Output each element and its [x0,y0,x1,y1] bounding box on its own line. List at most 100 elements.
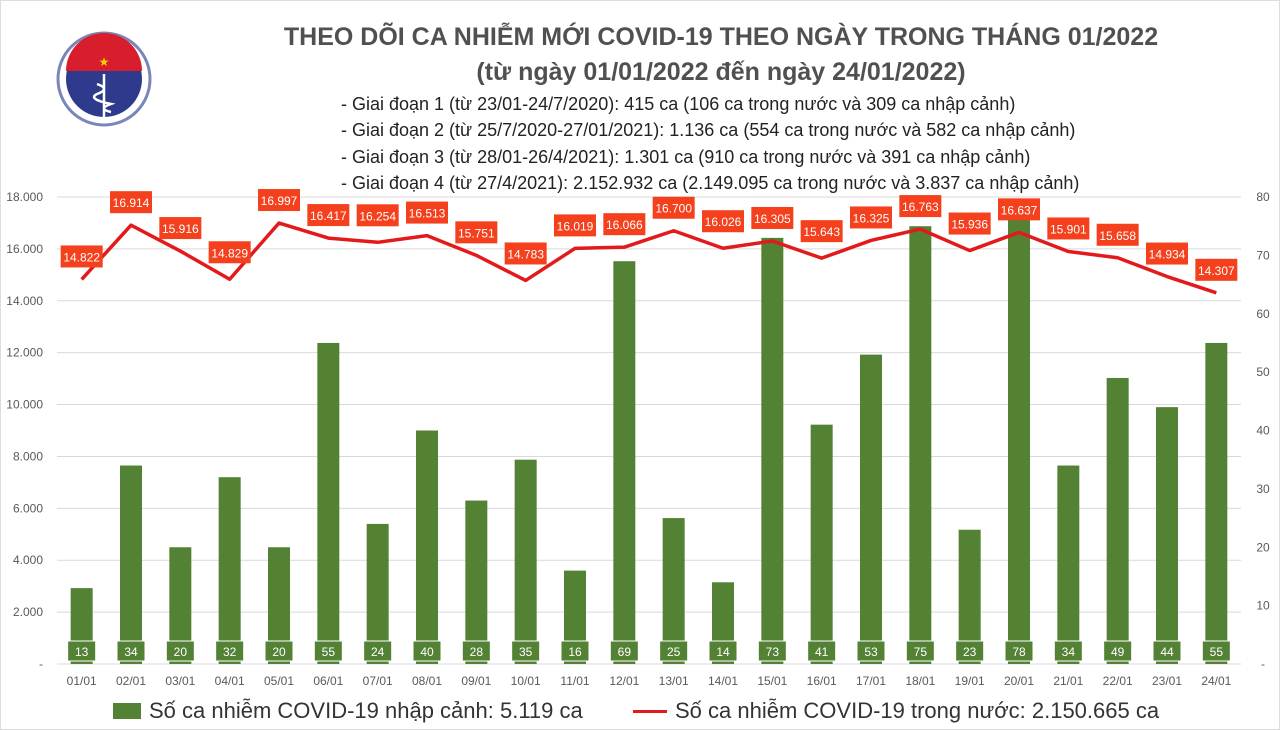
bar [268,547,290,664]
legend-item-domestic: Số ca nhiễm COVID-19 trong nước: 2.150.6… [633,698,1159,724]
bar [613,261,636,664]
line-label-box [1146,242,1188,265]
bar-label-box [609,640,639,662]
line-label-box [751,206,794,229]
bar-label-box [1103,640,1133,662]
line-label-box [356,204,399,227]
line-label-box [899,195,942,218]
x-axis-tick-label: 24/01 [1201,674,1231,688]
x-axis-tick-label: 02/01 [116,674,146,688]
line-data-label: 15.751 [458,226,495,240]
line-label-box [159,217,202,240]
legend-swatch-line [633,709,667,713]
line-label-box [1096,223,1139,246]
x-axis-tick-label: 23/01 [1152,674,1182,688]
bar-data-label: 16 [568,645,582,659]
line-label-box [307,204,350,227]
bar-data-label: 14 [716,645,730,659]
line-label-box [455,221,498,244]
bar-label-box [1053,640,1083,662]
bar-label-box [116,640,146,662]
x-axis-tick-label: 05/01 [264,674,294,688]
line-data-label: 15.936 [951,218,988,232]
right-axis-tick-label: 40 [1256,424,1270,438]
bar-label-box [1004,640,1034,662]
bar-label-box [215,640,245,662]
bar [810,424,833,664]
legend-swatch-bar [113,703,141,719]
svg-text:★: ★ [99,55,110,69]
bar [218,477,241,664]
bar [169,547,192,664]
line-label-box [1047,217,1090,240]
bar [1205,342,1228,664]
bar-data-label: 23 [963,645,977,659]
left-axis-tick-label: 4.000 [13,553,43,567]
line-label-box [110,191,152,214]
bar [465,500,488,664]
bar [1106,377,1129,664]
bar-data-label: 49 [1111,645,1125,659]
note-phase-1: - Giai đoạn 1 (từ 23/01-24/7/2020): 415 … [341,94,1016,114]
note-phase-4: - Giai đoạn 4 (từ 27/4/2021): 2.152.932 … [341,173,1080,193]
line-data-label: 16.914 [113,196,150,210]
left-axis-tick-label: 18.000 [6,190,43,204]
line-label-box [504,242,547,265]
x-axis-tick-label: 06/01 [313,674,343,688]
bar-data-label: 20 [272,645,286,659]
right-axis-tick-label: 20 [1256,540,1270,554]
bar-label-box [659,640,689,662]
x-axis-tick-label: 12/01 [609,674,639,688]
x-axis-tick-label: 22/01 [1103,674,1133,688]
bar [514,459,537,664]
bar-label-box [757,640,787,662]
x-axis-tick-label: 04/01 [215,674,245,688]
bar-label-box [560,640,590,662]
line-data-label: 16.997 [261,194,298,208]
bar [662,518,685,664]
line-label-box [1195,258,1238,281]
domestic-line [80,221,1217,295]
x-axis-tick-label: 10/01 [511,674,541,688]
bar-label-box [856,640,886,662]
left-axis-tick-label: 14.000 [6,294,43,308]
x-axis-tick-label: 09/01 [461,674,491,688]
bar-data-label: 69 [618,645,632,659]
line-label-box [702,210,744,233]
line-data-label: 16.066 [606,218,643,232]
line-data-label: 14.822 [63,250,100,264]
x-axis-tick-label: 01/01 [67,674,97,688]
bar-data-label: 41 [815,645,829,659]
bar-data-label: 35 [519,645,533,659]
bar-data-label: 34 [124,645,138,659]
bar-data-label: 75 [914,645,928,659]
line-label-box [603,213,646,236]
bar-data-label: 55 [1210,645,1224,659]
bar-data-label: 55 [322,645,336,659]
line-data-label: 14.829 [211,246,248,260]
line-data-label: 16.763 [902,200,939,214]
note-phase-3: - Giai đoạn 3 (từ 28/01-26/4/2021): 1.30… [341,147,1031,167]
x-axis-tick-label: 15/01 [757,674,787,688]
line-data-label: 16.513 [409,207,446,221]
bar-data-label: 34 [1062,645,1076,659]
x-axis-tick-label: 07/01 [363,674,393,688]
left-axis-tick-label: - [39,657,43,671]
bar-label-box [708,640,738,662]
line-label-box [948,212,991,235]
x-axis-tick-label: 03/01 [165,674,195,688]
bar-label-box [511,640,541,662]
bar [317,342,340,664]
line-data-label: 15.901 [1050,222,1087,236]
bar-label-box [264,640,294,662]
x-axis-tick-label: 20/01 [1004,674,1034,688]
x-axis-tick-label: 08/01 [412,674,442,688]
bar-data-label: 20 [174,645,188,659]
line-data-label: 16.026 [705,215,742,229]
right-axis-tick-label: 10 [1256,599,1270,613]
line-label-box [998,198,1040,221]
bar-data-label: 28 [470,645,484,659]
legend-label-domestic: Số ca nhiễm COVID-19 trong nước: 2.150.6… [675,698,1160,723]
bar [860,354,882,664]
